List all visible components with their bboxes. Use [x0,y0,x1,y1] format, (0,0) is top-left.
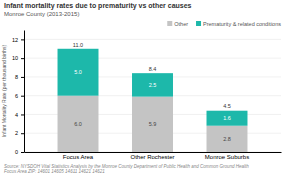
total-label: 8.4 [149,66,157,72]
axis-line [24,31,25,153]
grid-line [24,39,281,40]
bar-series [58,49,248,126]
tick-mark [21,58,24,59]
tick-mark [21,152,24,153]
total-label: 11.0 [73,42,83,48]
legend: Other Prematurity & related conditions [167,21,281,27]
data-labels: 6.0 5.9 2.8 5.0 2.5 1.6 11.0 8.4 4.5 [73,42,231,142]
y-tick: 8 [15,74,24,80]
tick-label: Other Rochester [130,154,174,160]
tick-mark [21,39,24,40]
bar-segment [58,49,99,96]
legend-item: Prematurity & related conditions [196,21,281,27]
y-tick: 2 [15,130,24,136]
data-label: 5.9 [149,121,157,127]
source-line: Focus Area ZIP: 14601 14605 14611 14621 … [4,169,105,174]
tick-label: Focus Area [63,154,94,160]
bar-segment [132,97,173,152]
grid [24,39,281,152]
y-tick: 4 [15,112,24,118]
y-tick: 6 [15,93,24,99]
y-tick: 0 [15,149,24,155]
y-axis-title: Infant Mortality Rate (per thousand birt… [1,45,7,138]
bar-series [58,96,248,152]
axis-line [25,152,282,153]
tick-label: 2 [15,130,18,136]
legend-swatch [167,21,172,26]
source-line: Source: NYSDOH Vital Statistics Analysis… [4,164,249,169]
y-tick: 10 [12,55,24,61]
legend-label: Prematurity & related conditions [203,21,281,27]
bar-segment [207,111,248,126]
data-label: 2.5 [149,82,157,88]
chart-container: Infant mortality rates due to prematurit… [0,0,287,175]
data-label: 2.8 [223,136,231,142]
legend-swatch [196,21,201,26]
tick-label: 12 [12,37,18,43]
data-label: 5.0 [74,69,82,75]
plot-area: 6.0 5.9 2.8 5.0 2.5 1.6 11.0 8.4 4.5 0 2 4 6 8 10 12 Foc… [12,31,282,161]
x-tick: Monroe Suburbs [205,154,249,160]
bars [58,49,248,152]
legend-label: Other [174,21,188,27]
title: Infant mortality rates due to prematurit… [4,2,192,10]
bar-segment [207,126,248,152]
source-note: Source: NYSDOH Vital Statistics Analysis… [4,164,249,175]
bar-segment [132,73,173,96]
data-label: 6.0 [74,121,82,127]
x-tick: Focus Area [63,154,94,160]
tick-label: 10 [12,55,18,61]
tick-label: 8 [15,74,18,80]
chart-svg: Infant mortality rates due to prematurit… [0,0,287,175]
legend-item: Other [167,21,188,27]
tick-label: Monroe Suburbs [205,154,249,160]
tick-label: 4 [15,112,18,118]
x-tick: Other Rochester [130,154,174,160]
y-axis: 0 2 4 6 8 10 12 [12,31,25,156]
bar-segment [58,96,99,152]
x-axis: Focus Area Other Rochester Monroe Suburbs [25,153,282,161]
tick-label: 0 [15,149,18,155]
tick-mark [21,133,24,134]
tick-mark [21,77,24,78]
tick-mark [21,114,24,115]
tick-label: 6 [15,93,18,99]
y-tick: 12 [12,37,24,43]
tick-mark [21,96,24,97]
data-label: 1.6 [223,115,231,121]
subtitle: Monroe County (2013-2015) [4,11,79,17]
total-label: 4.5 [223,103,231,109]
